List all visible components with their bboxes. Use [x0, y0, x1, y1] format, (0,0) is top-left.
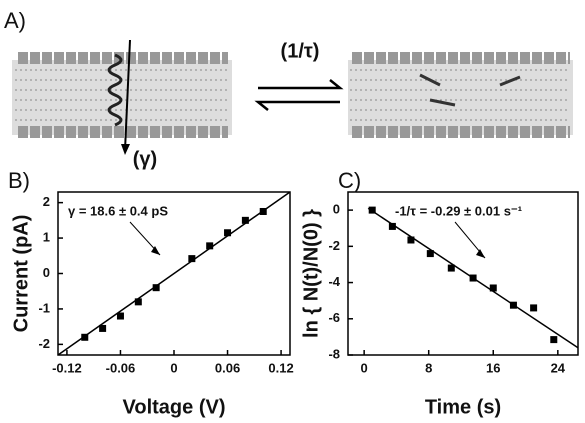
y-tick-label: -4 [328, 274, 340, 289]
x-tick-label: -0.12 [52, 360, 82, 375]
y-tick-label: -2 [38, 336, 50, 351]
data-point [206, 242, 214, 250]
x-axis-label: Voltage (V) [123, 396, 226, 418]
data-point [407, 236, 415, 244]
arrow-head [476, 249, 485, 258]
data-point [426, 250, 434, 258]
annotation: -1/τ = -0.29 ± 0.01 s⁻¹ [395, 203, 522, 218]
plot-frame [347, 191, 579, 356]
data-point [530, 304, 538, 312]
data-point [99, 324, 107, 332]
membrane-diagram [12, 39, 573, 155]
data-point [550, 336, 558, 344]
conductance-label: (γ) [133, 148, 157, 170]
y-tick-label: 0 [333, 202, 340, 217]
y-tick-label: -8 [328, 346, 340, 361]
x-tick-label: 8 [425, 360, 432, 375]
annotation: γ = 18.6 ± 0.4 pS [68, 203, 168, 218]
x-tick-label: 0.06 [215, 360, 240, 375]
data-point [259, 207, 267, 215]
data-point [224, 229, 232, 237]
y-axis-label: ln { N(t)/N(0) } [300, 209, 322, 338]
panel-label: A) [4, 8, 26, 33]
y-axis-label: Current (pA) [10, 215, 32, 333]
x-tick-label: 0 [170, 360, 177, 375]
data-point [81, 333, 89, 341]
arrow-head [151, 246, 160, 255]
data-point [447, 264, 455, 272]
x-tick-label: 0.12 [268, 360, 293, 375]
y-tick-label: -1 [38, 300, 50, 315]
y-tick-label: -6 [328, 310, 340, 325]
y-tick-label: 1 [43, 230, 50, 245]
data-point [241, 216, 249, 224]
x-axis-label: Time (s) [425, 396, 501, 418]
data-point [388, 222, 396, 230]
panel-label: B) [8, 168, 30, 193]
x-tick-label: 16 [486, 360, 500, 375]
data-point [509, 301, 517, 309]
data-point [489, 284, 497, 292]
data-point [188, 255, 196, 263]
panel-label: C) [338, 168, 361, 193]
y-tick-label: 2 [43, 194, 50, 209]
x-tick-label: 0 [361, 360, 368, 375]
y-tick-label: -2 [328, 238, 340, 253]
fit-line [57, 191, 291, 356]
rate-label: (1/τ) [281, 40, 320, 62]
data-point [469, 274, 477, 282]
x-tick-label: -0.06 [106, 360, 136, 375]
x-tick-label: 24 [551, 360, 566, 375]
data-point [116, 312, 124, 320]
y-tick-label: 0 [43, 265, 50, 280]
data-point [134, 298, 142, 306]
data-point [152, 284, 160, 292]
data-point [368, 206, 376, 214]
